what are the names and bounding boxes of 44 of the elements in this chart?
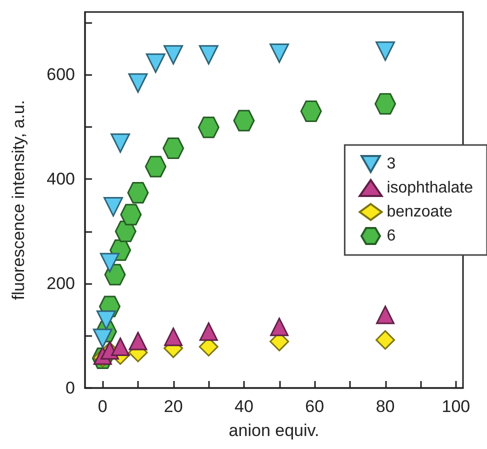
point — [233, 110, 255, 132]
point — [110, 133, 130, 153]
y-tick-label: 0 — [66, 378, 75, 398]
y-axis-title: fluorescence intensity, a.u. — [9, 100, 28, 300]
point — [376, 330, 396, 350]
point — [162, 138, 184, 160]
point — [270, 44, 290, 64]
point — [128, 73, 148, 93]
point — [92, 328, 112, 348]
point — [96, 310, 116, 330]
point — [376, 306, 395, 324]
point — [100, 252, 120, 272]
x-tick-label: 20 — [164, 397, 183, 416]
x-tick-label: 0 — [98, 397, 108, 416]
point — [104, 264, 126, 286]
legend-label: isophthalate — [386, 180, 474, 196]
point — [111, 337, 130, 356]
point — [198, 116, 220, 138]
point — [199, 322, 218, 341]
point — [198, 45, 218, 65]
point — [300, 100, 322, 122]
point — [164, 45, 184, 65]
point — [376, 41, 396, 61]
y-tick-label: 600 — [46, 65, 75, 84]
x-axis-title: anion equiv. — [228, 421, 320, 440]
x-tick-label: 100 — [442, 397, 470, 416]
x-tick-label: 80 — [376, 397, 395, 416]
point — [104, 197, 124, 217]
y-tick-label: 200 — [46, 274, 75, 294]
point — [164, 328, 183, 346]
point — [127, 182, 149, 204]
point — [120, 204, 142, 226]
legend-label: 3 — [386, 156, 396, 172]
point — [114, 220, 136, 242]
legend-label: 6 — [386, 228, 396, 244]
point — [146, 53, 166, 73]
y-tick-label: 400 — [46, 170, 75, 189]
legend-label: benzoate — [386, 204, 453, 220]
x-tick-label: 60 — [305, 397, 324, 416]
x-tick-label: 40 — [234, 397, 254, 416]
point — [144, 156, 166, 178]
point — [128, 332, 148, 350]
point — [270, 318, 289, 336]
point — [374, 93, 396, 115]
